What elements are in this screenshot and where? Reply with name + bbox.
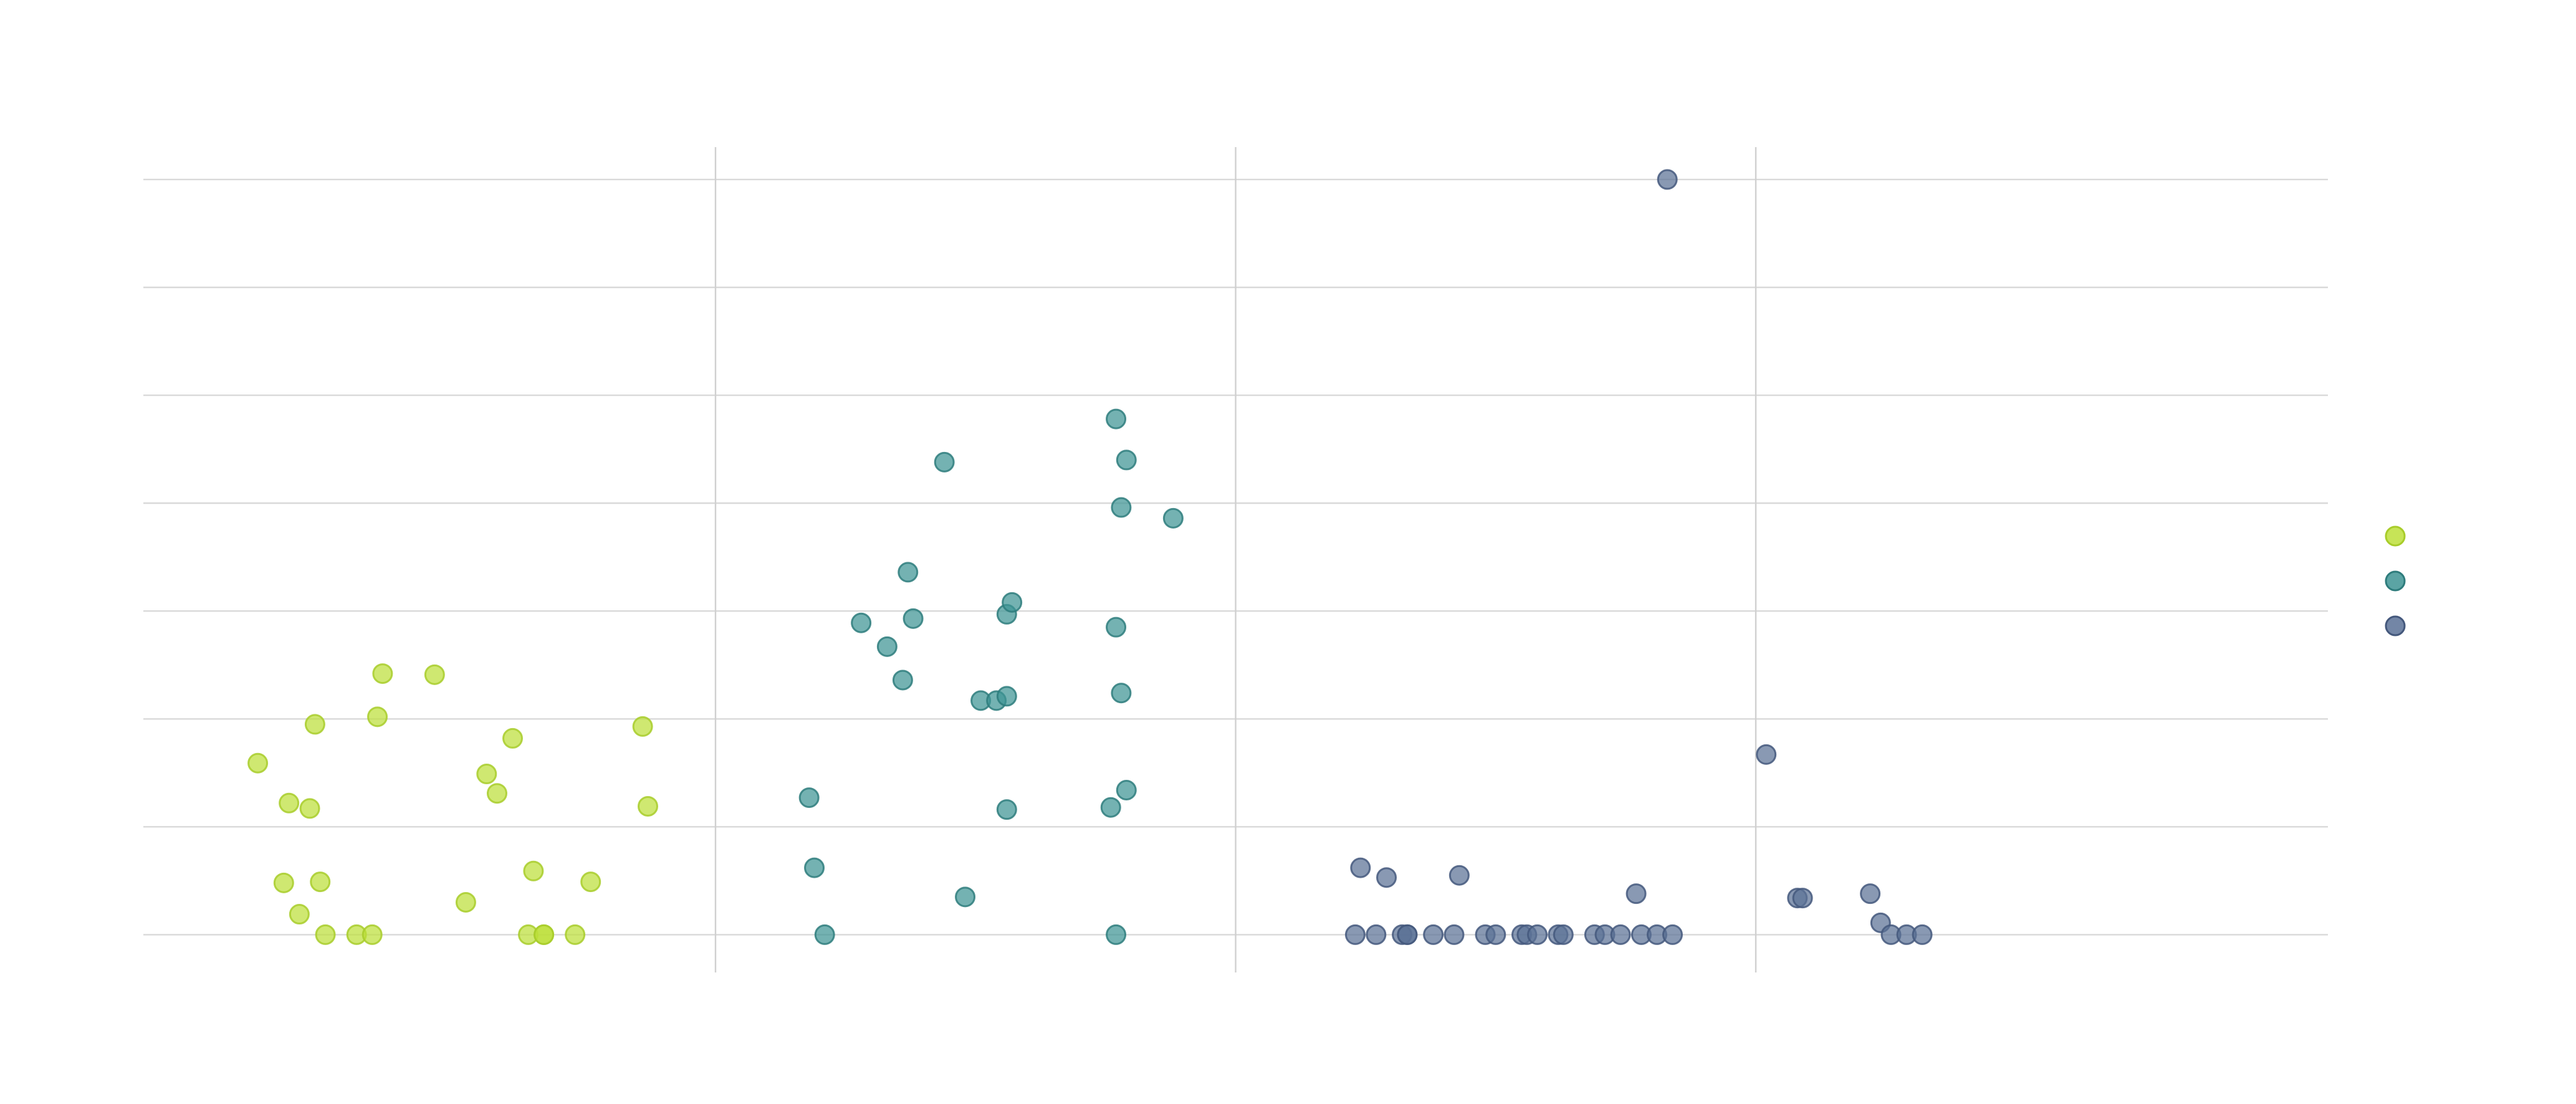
data-point (247, 752, 269, 774)
data-point (898, 562, 919, 583)
data-point (637, 795, 658, 817)
data-point (1397, 924, 1418, 945)
data-point (1792, 888, 1813, 909)
data-point (1106, 617, 1127, 638)
data-point (1485, 924, 1506, 945)
data-points (247, 169, 1933, 945)
data-point (1657, 169, 1678, 190)
data-point (1626, 883, 1647, 905)
data-point (565, 924, 586, 945)
grid (143, 147, 2328, 972)
series-1 (247, 663, 658, 945)
data-point (996, 799, 1017, 820)
data-point (534, 924, 555, 945)
data-point (1350, 857, 1371, 878)
data-point (1860, 883, 1881, 905)
data-point (1344, 924, 1366, 945)
data-point (851, 612, 872, 633)
data-point (1100, 797, 1121, 818)
data-point (804, 857, 825, 878)
data-point (424, 664, 445, 685)
data-point (1162, 507, 1184, 529)
data-point (1111, 683, 1132, 704)
data-point (304, 714, 325, 735)
data-point (362, 924, 383, 945)
data-point (1366, 924, 1387, 945)
data-point (955, 886, 976, 908)
data-point (1448, 865, 1470, 886)
data-point (299, 798, 320, 819)
data-point (1527, 924, 1548, 945)
data-point (1106, 924, 1127, 945)
data-point (632, 716, 653, 737)
legend-marker-3 (2385, 615, 2406, 636)
data-point (279, 792, 300, 814)
data-point (486, 783, 507, 804)
data-point (1423, 924, 1444, 945)
data-point (1002, 592, 1023, 613)
data-point (502, 727, 524, 749)
data-point (934, 451, 955, 473)
data-point (1610, 924, 1631, 945)
data-point (903, 608, 924, 629)
series-3 (1344, 169, 1933, 945)
data-point (315, 924, 336, 945)
series-2 (798, 408, 1184, 945)
legend-marker-2 (2385, 570, 2406, 592)
data-point (1553, 924, 1574, 945)
data-point (372, 663, 393, 684)
data-point (1116, 780, 1137, 801)
data-point (1912, 924, 1933, 945)
data-point (1116, 449, 1137, 471)
data-point (876, 636, 898, 657)
data-point (580, 871, 601, 893)
data-point (1662, 924, 1683, 945)
data-point (289, 904, 310, 925)
data-point (814, 924, 835, 945)
data-point (996, 686, 1017, 707)
data-point (798, 787, 820, 809)
data-point (1376, 867, 1397, 888)
data-point (1756, 744, 1777, 765)
data-point (310, 871, 331, 893)
data-point (1111, 497, 1132, 518)
data-point (273, 872, 294, 893)
data-point (892, 670, 913, 691)
data-point (1444, 924, 1465, 945)
legend (2385, 526, 2406, 636)
data-point (367, 706, 388, 727)
data-point (1106, 408, 1127, 430)
data-point (476, 764, 497, 785)
data-point (523, 860, 544, 881)
legend-marker-1 (2385, 526, 2406, 547)
data-point (455, 892, 476, 913)
